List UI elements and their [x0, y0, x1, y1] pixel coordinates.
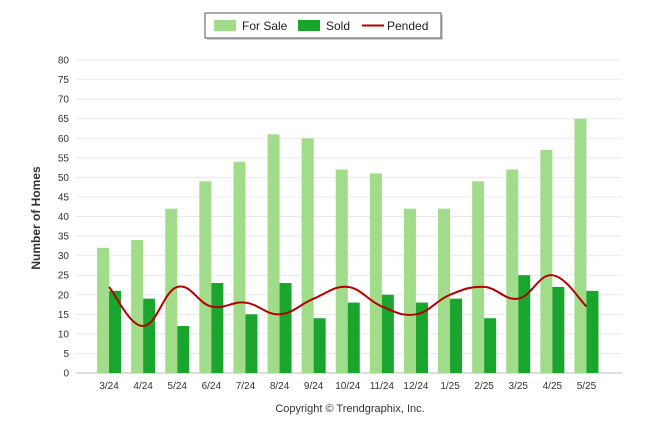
for-sale-bar [267, 134, 280, 373]
pended-line [108, 274, 588, 328]
for-sale-bar [131, 239, 144, 373]
for-sale-bar [574, 118, 587, 373]
for-sale-bar [438, 208, 451, 373]
x-tick-label: 4/25 [543, 381, 563, 392]
sold-bar [177, 326, 190, 373]
y-tick-label: 75 [58, 75, 70, 86]
y-axis-label: Number of Homes [29, 166, 43, 270]
for-sale-bar [97, 247, 110, 373]
y-tick-label: 50 [58, 173, 70, 184]
sold-bar [381, 294, 394, 373]
y-tick-label: 40 [58, 212, 70, 223]
x-tick-label: 10/24 [335, 381, 360, 392]
legend-box [204, 12, 442, 39]
y-tick-label: 30 [58, 251, 70, 262]
y-tick-label: 15 [58, 310, 70, 321]
sold-bar [415, 302, 428, 373]
y-tick-label: 35 [58, 232, 70, 243]
sold-bar [211, 283, 224, 373]
y-tick-label: 70 [58, 95, 70, 106]
x-tick-label: 12/24 [403, 381, 428, 392]
x-tick-label: 7/24 [236, 381, 256, 392]
x-tick-label: 9/24 [304, 381, 324, 392]
legend-label-sold: Sold [326, 19, 350, 33]
sold-bar [245, 314, 258, 373]
for-sale-bar [506, 169, 519, 373]
sold-bar [518, 275, 531, 373]
legend: For Sale Sold Pended [204, 12, 443, 40]
sold-bar [552, 286, 565, 373]
for-sale-bar [199, 181, 212, 373]
x-tick-label: 5/24 [168, 381, 188, 392]
y-tick-label: 25 [58, 271, 70, 282]
bars [97, 118, 599, 373]
sold-bar [586, 290, 599, 373]
for-sale-bar [301, 138, 314, 373]
legend-label-pended: Pended [387, 19, 428, 33]
y-tick-label: 20 [58, 290, 70, 301]
y-tick-label: 10 [58, 329, 70, 340]
x-tick-label: 2/25 [474, 381, 494, 392]
y-tick-label: 65 [58, 114, 70, 125]
for-sale-bar [233, 161, 246, 373]
sold-bar [313, 318, 326, 373]
for-sale-bar [369, 173, 382, 373]
sold-bar [347, 302, 360, 373]
x-axis-ticks: 3/24 4/24 5/24 6/24 7/24 8/24 9/24 10/24 11/24 12… [99, 381, 596, 392]
sold-bar [484, 318, 497, 373]
y-tick-label: 5 [63, 349, 69, 360]
x-tick-label: 5/25 [577, 381, 597, 392]
pended-line-layer [108, 274, 588, 328]
sold-bar [450, 298, 463, 373]
legend-label-for-sale: For Sale [242, 19, 288, 33]
copyright-text: Copyright © Trendgraphix, Inc. [275, 403, 424, 415]
for-sale-bar [335, 169, 348, 373]
y-tick-label: 60 [58, 134, 70, 145]
for-sale-bar [472, 181, 485, 373]
legend-swatch-for-sale [214, 20, 236, 31]
y-tick-label: 0 [63, 369, 69, 380]
sold-bar [109, 290, 122, 373]
for-sale-bar [403, 208, 416, 373]
x-tick-label: 1/25 [440, 381, 460, 392]
sold-bar [143, 298, 156, 373]
y-tick-label: 45 [58, 192, 70, 203]
x-tick-label: 4/24 [133, 381, 153, 392]
x-tick-label: 6/24 [202, 381, 222, 392]
y-tick-label: 55 [58, 153, 70, 164]
x-tick-label: 11/24 [370, 381, 395, 392]
sold-bar [279, 283, 292, 373]
x-tick-label: 3/25 [509, 381, 529, 392]
y-axis-ticks: 0 5 10 15 20 25 30 35 40 45 50 55 60 65 70 75 80 [58, 56, 70, 380]
for-sale-bar [540, 149, 553, 373]
legend-swatch-sold [298, 20, 320, 31]
y-tick-label: 80 [58, 56, 70, 67]
x-tick-label: 3/24 [99, 381, 119, 392]
x-tick-label: 8/24 [270, 381, 290, 392]
